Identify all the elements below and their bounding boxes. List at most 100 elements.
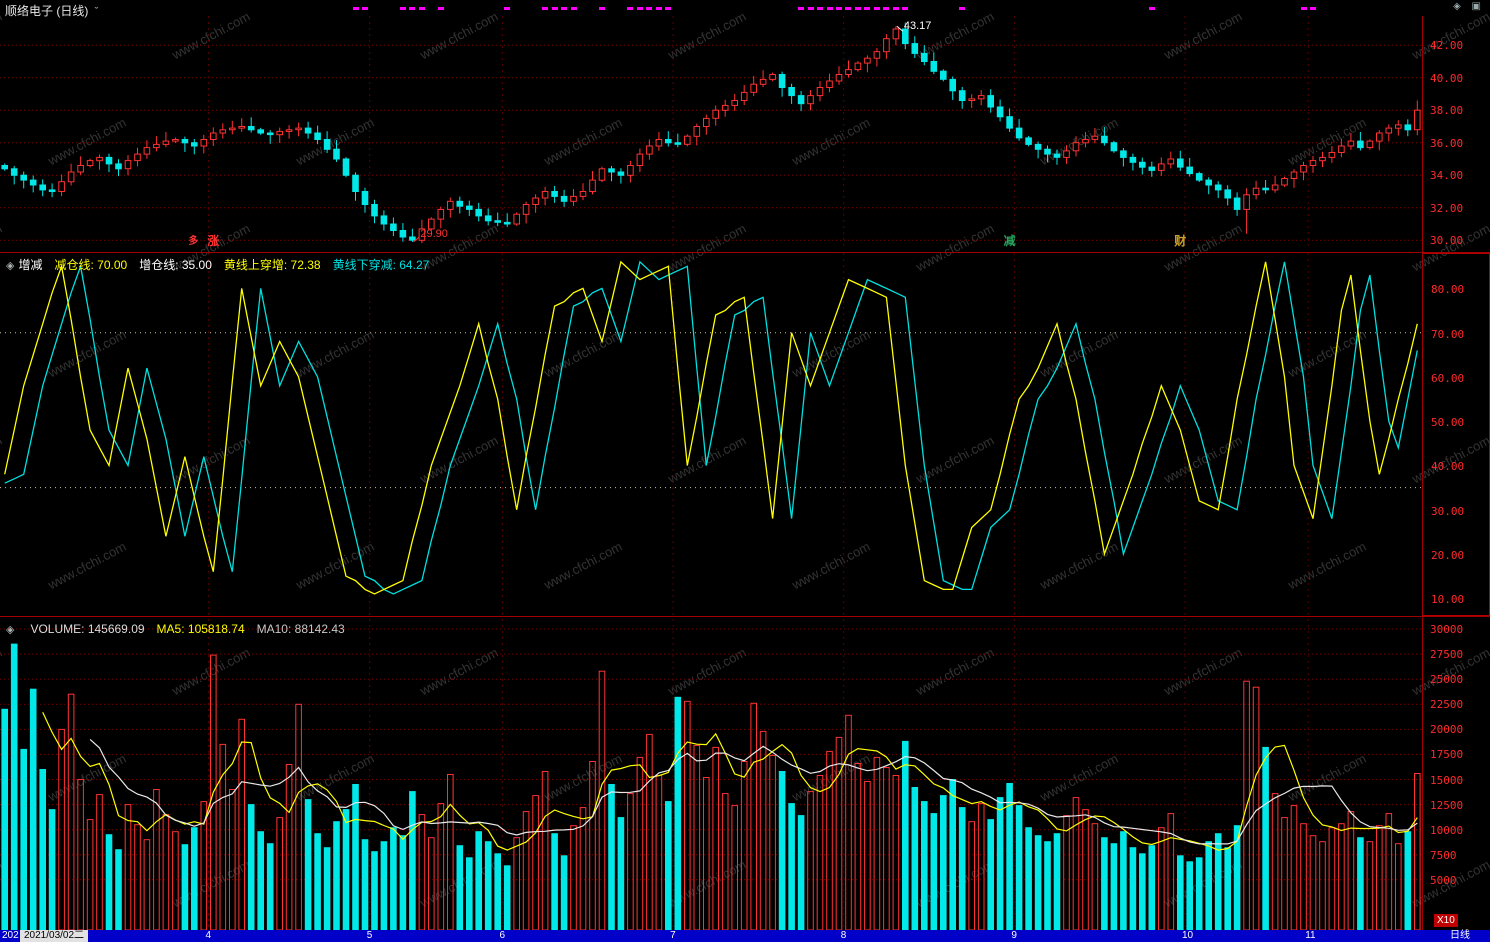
axis-border-line bbox=[1422, 16, 1423, 930]
axis-tick-label: 32.00 bbox=[1430, 201, 1464, 215]
indicator-panel[interactable]: ◈ 增减 减仓线: 70.00 增仓线: 35.00 黄线上穿增: 72.38 黄线下穿减… bbox=[0, 253, 1422, 616]
axis-tick-label: 5000 bbox=[1430, 873, 1457, 887]
axis-tick-label: 42.00 bbox=[1430, 39, 1464, 53]
signal-dash-icon bbox=[646, 7, 653, 10]
indicator-axis: 80.00 70.00 60.00 50.00 40.00 30.00 20.00 10.00 bbox=[1422, 253, 1490, 616]
axis-tick-label: 22500 bbox=[1430, 698, 1464, 712]
header-param: 黄线上穿增: 72.38 bbox=[223, 258, 321, 272]
signal-dash-icon bbox=[892, 7, 899, 10]
signal-dash-icon bbox=[636, 7, 643, 10]
signal-dash-icon bbox=[627, 7, 634, 10]
axis-tick-label: 12500 bbox=[1430, 798, 1464, 812]
panel-divider bbox=[0, 252, 1490, 253]
signal-dash-icon bbox=[1148, 7, 1155, 10]
axis-tick-label: 30.00 bbox=[1431, 504, 1465, 518]
axis-tick-label: 27500 bbox=[1430, 648, 1464, 662]
signal-dash-icon bbox=[665, 7, 672, 10]
axis-tick-label: 40.00 bbox=[1431, 460, 1465, 474]
volume-panel[interactable]: ◈ VOLUME: 145669.09 MA5: 105818.74 MA10: 88… bbox=[0, 619, 1422, 930]
title-bar: 顺络电子 (日线) ˇ bbox=[5, 2, 98, 19]
diamond-icon[interactable]: ◈ bbox=[1453, 1, 1465, 12]
header-param: VOLUME: 145669.09 bbox=[30, 622, 145, 636]
axis-tick-label: 36.00 bbox=[1430, 136, 1464, 150]
diamond-bullet-icon[interactable]: ◈ bbox=[6, 624, 15, 636]
axis-tick-label: 20000 bbox=[1430, 723, 1464, 737]
volume-unit-badge: X10 bbox=[1434, 914, 1458, 927]
axis-tick-label: 10.00 bbox=[1431, 593, 1465, 607]
axis-tick-label: 60.00 bbox=[1431, 371, 1465, 385]
month-tick-label: 4 bbox=[205, 930, 212, 941]
axis-tick-label: 38.00 bbox=[1430, 104, 1464, 118]
indicator-name: 增减 bbox=[18, 258, 43, 272]
indicator-chart[interactable] bbox=[0, 253, 1422, 616]
axis-tick-label: 17500 bbox=[1430, 748, 1464, 762]
signal-dash-icon bbox=[561, 7, 568, 10]
axis-tick-label: 10000 bbox=[1430, 823, 1464, 837]
axis-tick-label: 80.00 bbox=[1431, 283, 1465, 297]
month-tick-label: 10 bbox=[1182, 930, 1194, 941]
indicator-header: ◈ 增减 减仓线: 70.00 增仓线: 35.00 黄线上穿增: 72.38 黄线下穿减… bbox=[6, 256, 429, 273]
header-param: 黄线下穿减: 64.27 bbox=[332, 258, 430, 272]
signal-dash-icon bbox=[399, 7, 406, 10]
candlestick-chart[interactable] bbox=[0, 16, 1422, 250]
axis-tick-label: 25000 bbox=[1430, 673, 1464, 687]
diamond-bullet-icon[interactable]: ◈ bbox=[6, 260, 15, 272]
axis-tick-label: 34.00 bbox=[1430, 169, 1464, 183]
period-label[interactable]: 日线 bbox=[1450, 930, 1470, 941]
window-icons: ◈ ▣ bbox=[1453, 1, 1485, 12]
signal-dash-icon bbox=[873, 7, 880, 10]
signal-dash-icon bbox=[570, 7, 577, 10]
signal-dash-icon bbox=[655, 7, 662, 10]
stock-title[interactable]: 顺络电子 (日线) bbox=[5, 4, 89, 18]
axis-tick-label: 20.00 bbox=[1431, 549, 1465, 563]
signal-dash-icon bbox=[551, 7, 558, 10]
signal-dash-icon bbox=[845, 7, 852, 10]
signal-dash-icon bbox=[864, 7, 871, 10]
candlestick-panel[interactable]: 43.17 29.90 多涨减财 bbox=[0, 16, 1422, 250]
month-tick-label: 8 bbox=[840, 930, 847, 941]
header-param: 增仓线: 35.00 bbox=[139, 258, 212, 272]
month-tick-label: 11 bbox=[1305, 930, 1316, 941]
signal-dash-icon bbox=[798, 7, 805, 10]
chevron-down-icon[interactable]: ˇ bbox=[94, 6, 99, 18]
panes-icon[interactable]: ▣ bbox=[1471, 1, 1485, 12]
price-axis: 42.00 40.00 38.00 36.00 34.00 32.00 30.00 bbox=[1422, 16, 1490, 250]
signal-dash-icon bbox=[817, 7, 824, 10]
signal-dash-icon bbox=[361, 7, 368, 10]
signal-dash-icon bbox=[902, 7, 909, 10]
clipped-date-text: 202 bbox=[2, 930, 19, 941]
signal-dash-icon bbox=[437, 7, 444, 10]
date-box[interactable]: 2021/03/02二 bbox=[20, 930, 89, 942]
signal-dash-icon bbox=[1309, 7, 1316, 10]
axis-tick-label: 50.00 bbox=[1431, 416, 1465, 430]
signal-dash-icon bbox=[352, 7, 359, 10]
month-tick-label: 6 bbox=[499, 930, 505, 941]
volume-header: ◈ VOLUME: 145669.09 MA5: 105818.74 MA10: 88… bbox=[6, 622, 345, 636]
volume-chart[interactable] bbox=[0, 619, 1422, 930]
axis-tick-label: 70.00 bbox=[1431, 327, 1465, 341]
signal-dash-icon bbox=[835, 7, 842, 10]
signal-dash-icon bbox=[418, 7, 425, 10]
axis-tick-label: 30000 bbox=[1430, 623, 1464, 637]
signal-dash-icon bbox=[826, 7, 833, 10]
signal-dash-icon bbox=[854, 7, 861, 10]
axis-tick-label: 40.00 bbox=[1430, 71, 1464, 85]
header-param: MA5: 105818.74 bbox=[156, 622, 245, 636]
signal-dash-icon bbox=[959, 7, 966, 10]
signal-dash-icon bbox=[542, 7, 549, 10]
axis-tick-label: 15000 bbox=[1430, 773, 1464, 787]
header-param: 减仓线: 70.00 bbox=[54, 258, 128, 272]
panel-divider bbox=[0, 616, 1490, 617]
header-param: MA10: 88142.43 bbox=[256, 622, 345, 636]
signal-dash-icon bbox=[504, 7, 511, 10]
month-tick-label: 7 bbox=[670, 930, 676, 941]
month-tick-label: 5 bbox=[366, 930, 373, 941]
status-bar[interactable]: 202 2021/03/02二 4 5 6 7 8 9 10 11 日线 bbox=[0, 930, 1490, 942]
signal-dash-icon bbox=[883, 7, 890, 10]
signal-dash-icon bbox=[409, 7, 416, 10]
signal-marker-row bbox=[0, 7, 1422, 11]
signal-dash-icon bbox=[598, 7, 605, 10]
signal-dash-icon bbox=[1300, 7, 1307, 10]
axis-tick-label: 7500 bbox=[1430, 848, 1457, 862]
